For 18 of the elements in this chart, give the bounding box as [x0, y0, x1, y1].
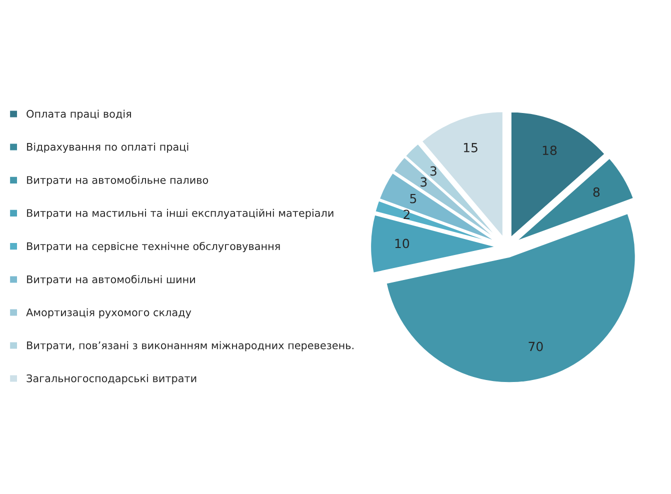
data-label: 10 — [395, 238, 410, 248]
data-label: 2 — [404, 210, 410, 220]
legend-label: Витрати на автомобільне паливо — [27, 176, 208, 186]
legend-label: Витрати на сервісне технічне обслуговування — [27, 242, 280, 252]
legend-label: Оплата праці водія — [26, 110, 131, 120]
data-label: 3 — [430, 166, 436, 176]
legend-label: Витрати, пов’язані з виконанням міжнародних перевезень. — [27, 341, 354, 352]
legend-label: Амортизація рухомого складу — [26, 308, 192, 318]
legend-label: Витрати на мастильні та інші експлуатаційні матеріали — [27, 208, 334, 219]
legend-label: Загальногосподарські витрати — [26, 374, 196, 384]
data-label: 15 — [464, 143, 478, 152]
data-label: 18 — [542, 146, 557, 156]
legend-label: Витрати на автомобільні шини — [27, 275, 195, 286]
legend-label: Відрахування по оплаті праці — [27, 142, 188, 153]
data-label: 5 — [410, 194, 416, 204]
data-label: 3 — [420, 177, 427, 187]
data-label: 8 — [593, 187, 600, 197]
data-label: 70 — [528, 342, 543, 352]
